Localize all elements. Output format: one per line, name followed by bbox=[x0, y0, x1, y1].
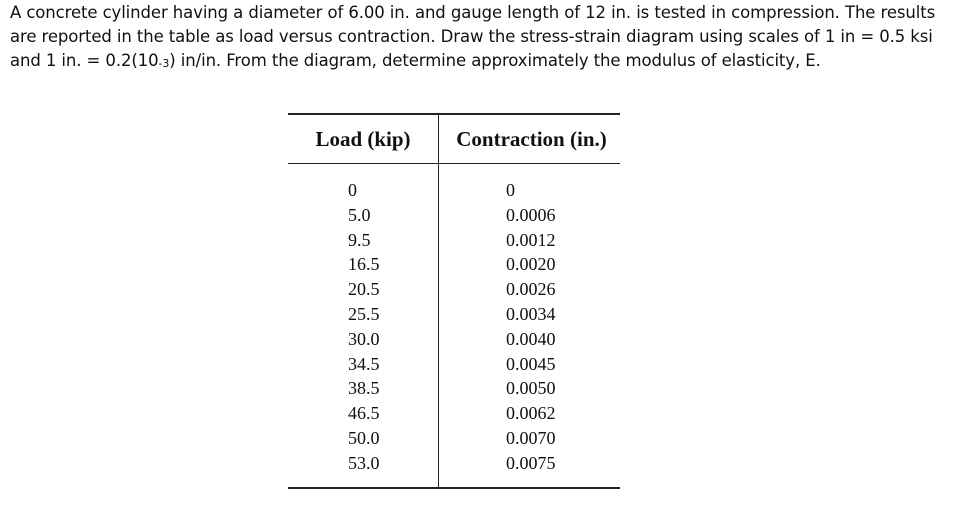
data-table-container: Load (kip) Contraction (in.) 0 0 5.0 0.0… bbox=[288, 113, 620, 489]
load-cell: 30.0 bbox=[288, 326, 439, 352]
table-row: 50.0 0.0070 bbox=[288, 425, 620, 451]
contraction-cell: 0.0020 bbox=[506, 254, 556, 275]
load-cell: 38.5 bbox=[288, 376, 439, 402]
table-row: 25.5 0.0034 bbox=[288, 301, 620, 327]
load-cell: 46.5 bbox=[288, 401, 439, 426]
load-cell: 20.5 bbox=[288, 277, 439, 302]
table-row: 53.0 0.0075 bbox=[288, 450, 620, 476]
contraction-column-header: Contraction (in.) bbox=[438, 114, 620, 164]
load-contraction-table: Load (kip) Contraction (in.) 0 0 5.0 0.0… bbox=[288, 113, 620, 489]
contraction-cell: 0 bbox=[506, 180, 515, 200]
table-header-row: Load (kip) Contraction (in.) bbox=[288, 114, 620, 164]
load-cell: 50.0 bbox=[288, 425, 439, 451]
contraction-cell: 0.0034 bbox=[506, 303, 556, 324]
problem-text-part-2: ) in/in. From the diagram, determine app… bbox=[169, 51, 821, 70]
table-row: 46.5 0.0062 bbox=[288, 401, 620, 426]
contraction-cell: 0.0070 bbox=[506, 427, 556, 448]
load-cell: 9.5 bbox=[288, 227, 439, 253]
table-row: 20.5 0.0026 bbox=[288, 277, 620, 302]
contraction-cell: 0.0075 bbox=[506, 452, 556, 473]
load-cell: 53.0 bbox=[288, 450, 439, 476]
load-cell: 16.5 bbox=[288, 252, 439, 278]
table-spacer-bottom bbox=[288, 475, 620, 488]
table-row: 9.5 0.0012 bbox=[288, 227, 620, 253]
table-spacer-top bbox=[288, 163, 620, 178]
contraction-cell: 0.0045 bbox=[506, 353, 556, 374]
table-row: 5.0 0.0006 bbox=[288, 202, 620, 228]
contraction-cell: 0.0006 bbox=[506, 204, 556, 225]
table-row: 34.5 0.0045 bbox=[288, 351, 620, 377]
load-cell: 5.0 bbox=[288, 202, 439, 228]
problem-statement: A concrete cylinder having a diameter of… bbox=[10, 1, 945, 75]
load-cell: 34.5 bbox=[288, 351, 439, 377]
contraction-cell: 0.0040 bbox=[506, 328, 556, 349]
contraction-cell: 0.0012 bbox=[506, 229, 556, 250]
load-cell: 0 bbox=[288, 178, 439, 203]
problem-text-part-1: A concrete cylinder having a diameter of… bbox=[10, 3, 936, 70]
contraction-cell: 0.0062 bbox=[506, 403, 556, 424]
load-cell: 25.5 bbox=[288, 301, 439, 327]
contraction-cell: 0.0050 bbox=[506, 378, 556, 399]
load-column-header: Load (kip) bbox=[288, 114, 439, 164]
contraction-cell: 0.0026 bbox=[506, 279, 556, 300]
table-row: 0 0 bbox=[288, 178, 620, 203]
table-row: 30.0 0.0040 bbox=[288, 326, 620, 352]
problem-exponent: -3 bbox=[158, 57, 170, 70]
table-row: 38.5 0.0050 bbox=[288, 376, 620, 402]
table-row: 16.5 0.0020 bbox=[288, 252, 620, 278]
